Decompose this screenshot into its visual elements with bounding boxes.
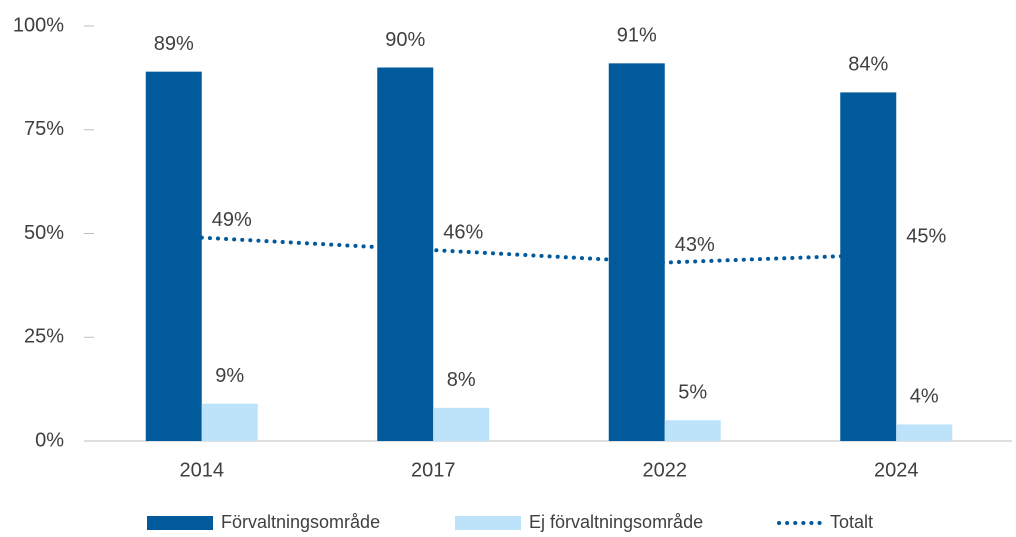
data-label: 9% (215, 365, 244, 387)
y-tick-label: 50% (24, 222, 64, 244)
data-label: 90% (385, 29, 425, 51)
data-label: 46% (443, 221, 483, 243)
bar (433, 407, 490, 441)
x-tick-label: 2024 (874, 459, 919, 481)
data-label: 4% (910, 386, 939, 408)
x-tick-label: 2022 (643, 459, 688, 481)
x-tick-label: 2017 (411, 459, 456, 481)
data-label: 43% (675, 234, 715, 256)
data-label: 91% (617, 25, 657, 47)
bar (840, 92, 897, 442)
y-tick-label: 0% (35, 429, 64, 451)
x-tick-label: 2014 (180, 459, 225, 481)
bar (145, 71, 202, 442)
y-tick-label: 75% (24, 118, 64, 140)
bar (377, 67, 434, 441)
bar (201, 403, 258, 441)
bar (664, 420, 721, 441)
data-label: 84% (848, 54, 888, 76)
line-series (199, 235, 899, 265)
data-label: 8% (447, 369, 476, 391)
data-label: 49% (212, 209, 252, 231)
y-tick-label: 25% (24, 326, 64, 348)
legend-swatch (147, 516, 213, 530)
data-label: 89% (154, 33, 194, 55)
bar (896, 424, 953, 441)
y-tick-label: 100% (13, 14, 64, 36)
bar (608, 63, 665, 441)
legend-swatch (455, 516, 521, 530)
data-label: 45% (906, 226, 946, 248)
legend-label: Ej förvaltningsområde (529, 512, 703, 532)
legend-label: Förvaltningsområde (221, 512, 380, 532)
legend-label: Totalt (830, 512, 873, 532)
data-label: 5% (678, 382, 707, 404)
